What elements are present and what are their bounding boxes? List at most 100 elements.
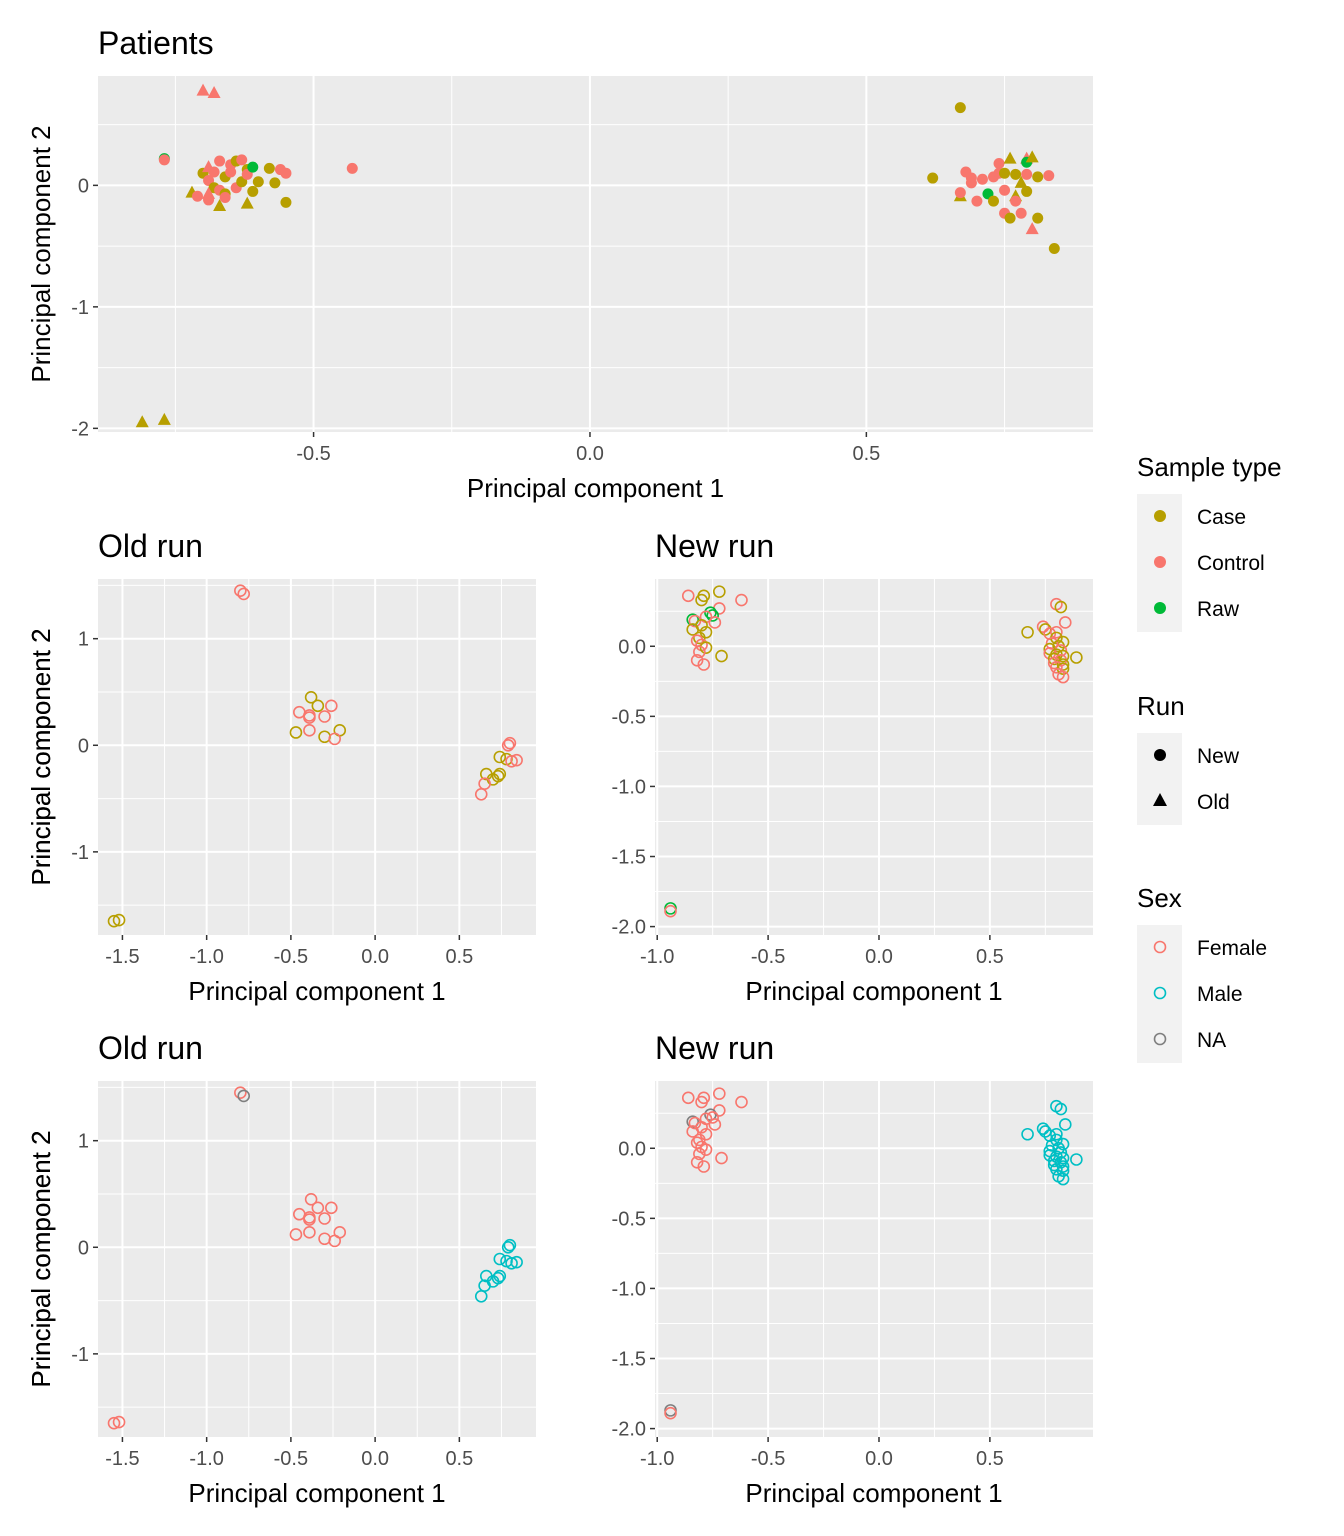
data-point xyxy=(252,176,264,188)
data-point xyxy=(1021,168,1033,180)
x-tick-label: 0.5 xyxy=(976,1448,1004,1470)
data-point xyxy=(688,614,702,628)
data-point xyxy=(318,710,331,723)
data-point xyxy=(1015,207,1027,219)
legend-key-male xyxy=(1153,986,1167,1000)
data-point-triangle xyxy=(207,86,221,99)
data-point xyxy=(681,1091,695,1105)
y-tick-label: 0 xyxy=(78,175,89,197)
x-axis-title: Principal component 1 xyxy=(188,1478,445,1508)
data-point xyxy=(693,645,706,659)
legend-sex: Sex Female Male NA xyxy=(1137,883,1267,1063)
data-point xyxy=(713,1087,726,1100)
y-tick-label: -1 xyxy=(71,842,89,864)
panels: -0.5 0.0 0.5 -2 -1 0 Patients Principal compone… xyxy=(26,25,1093,1508)
y-tick-label: 0.0 xyxy=(618,636,646,658)
legend-key-raw xyxy=(1154,602,1166,614)
panel-title: Old run xyxy=(98,1030,203,1066)
panel-title: Patients xyxy=(98,25,214,61)
y-tick-label: -2 xyxy=(71,418,89,440)
x-tick-label: -1.5 xyxy=(105,1448,139,1470)
y-tick-label: -1.5 xyxy=(612,1349,646,1371)
panel-title: Old run xyxy=(98,528,203,564)
data-point-triangle xyxy=(1025,222,1039,235)
legend-run: Run New Old xyxy=(1137,691,1240,825)
x-tick-label: -1.5 xyxy=(105,946,139,968)
legend-key-background xyxy=(1137,733,1182,825)
x-tick-label: -1.0 xyxy=(189,1448,223,1470)
data-point xyxy=(501,1240,515,1254)
data-point xyxy=(1021,185,1033,197)
data-point xyxy=(289,1228,303,1241)
data-point xyxy=(510,1255,523,1269)
data-points xyxy=(107,1086,523,1430)
data-point xyxy=(999,184,1011,196)
data-point xyxy=(999,167,1011,179)
data-point xyxy=(346,162,358,174)
data-point xyxy=(304,1193,318,1206)
data-point xyxy=(1054,1102,1068,1116)
data-point xyxy=(269,177,281,189)
y-tick-label: 1 xyxy=(78,629,89,651)
y-tick-label: -2.0 xyxy=(612,917,646,939)
data-point xyxy=(474,788,488,801)
legend-sample-type: Sample type Case Control Raw xyxy=(1137,452,1282,632)
data-point xyxy=(976,173,988,185)
data-point xyxy=(503,1238,517,1252)
data-point xyxy=(954,187,966,199)
legend-title-sample-type: Sample type xyxy=(1137,452,1282,482)
data-point xyxy=(1010,195,1022,207)
data-point xyxy=(112,1415,126,1429)
data-point xyxy=(1058,616,1072,629)
x-axis-title: Principal component 1 xyxy=(467,473,724,503)
y-axis-title: Principal component 2 xyxy=(26,628,56,885)
data-point xyxy=(203,194,215,206)
chart-panel: -0.5 0.0 0.5 -2 -1 0 Patients Principal compone… xyxy=(26,25,1093,503)
data-point xyxy=(954,102,966,114)
y-axis-title: Principal component 2 xyxy=(26,628,56,885)
data-point xyxy=(325,699,338,713)
data-point xyxy=(325,1201,338,1215)
legend-key-old xyxy=(1153,793,1167,806)
data-point xyxy=(208,166,220,178)
data-point xyxy=(474,1290,488,1303)
data-point xyxy=(1056,670,1070,684)
data-point xyxy=(219,192,231,204)
data-point xyxy=(715,649,728,663)
data-point xyxy=(247,185,259,197)
x-axis-title: Principal component 1 xyxy=(745,1478,1002,1508)
data-point xyxy=(697,1160,711,1173)
data-point xyxy=(1032,212,1044,224)
data-point xyxy=(311,1201,325,1215)
data-point xyxy=(303,1226,316,1239)
data-point xyxy=(505,1256,518,1270)
y-tick-label: -1.0 xyxy=(612,776,646,798)
data-point xyxy=(505,754,518,768)
data-point xyxy=(501,738,515,752)
x-axis-title: Principal component 1 xyxy=(188,976,445,1006)
data-point xyxy=(735,593,748,607)
data-point xyxy=(688,1116,702,1130)
plot-background xyxy=(655,579,1093,935)
x-tick-label: -0.5 xyxy=(274,1448,308,1470)
legend-key-na xyxy=(1153,1032,1167,1046)
chart-panel: -1.5 -1.0 -0.5 0.0 0.5 -1 0 1 Old run Principal c… xyxy=(26,1030,536,1508)
data-point xyxy=(304,691,318,704)
plot-background xyxy=(655,1081,1093,1437)
data-point xyxy=(503,736,517,750)
data-point xyxy=(1043,170,1055,182)
data-point xyxy=(706,1111,719,1124)
data-point xyxy=(927,172,939,184)
data-point xyxy=(311,699,325,713)
y-tick-label: -2.0 xyxy=(612,1419,646,1441)
x-tick-label: -1.0 xyxy=(189,946,223,968)
data-point xyxy=(112,913,126,927)
data-point xyxy=(1050,1162,1063,1176)
data-point-triangle xyxy=(213,199,227,212)
data-point xyxy=(695,1095,708,1109)
data-point xyxy=(303,724,316,737)
x-tick-label: -1.0 xyxy=(640,946,674,968)
legend-label-na: NA xyxy=(1197,1029,1226,1052)
y-tick-label: 0 xyxy=(78,1237,89,1259)
